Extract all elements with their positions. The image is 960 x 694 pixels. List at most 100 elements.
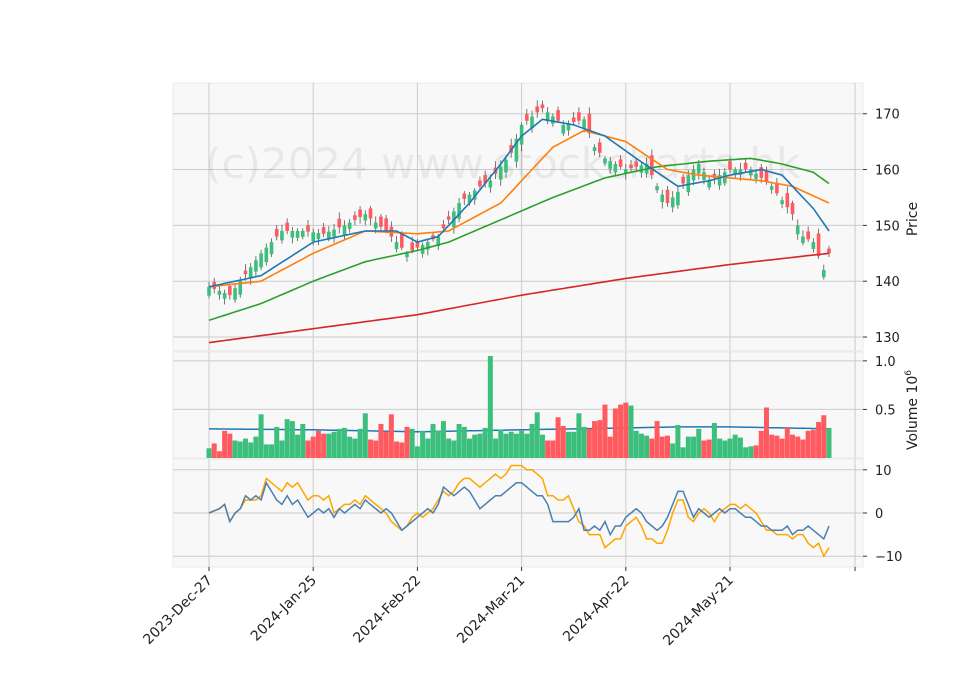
volume-bar bbox=[638, 433, 644, 458]
x-axis-tick-label: 2023-Dec-27 bbox=[140, 573, 215, 648]
candle-body bbox=[472, 190, 477, 200]
candle-body bbox=[316, 233, 321, 240]
volume-bar bbox=[430, 424, 436, 458]
volume-bar bbox=[545, 440, 551, 458]
candle-body bbox=[446, 216, 451, 220]
candle-body bbox=[592, 147, 597, 152]
candle-body bbox=[399, 234, 404, 248]
candle-body bbox=[540, 104, 545, 109]
volume-bar bbox=[326, 433, 332, 458]
candle-body bbox=[347, 222, 352, 229]
candle-body bbox=[207, 286, 211, 296]
volume-bar bbox=[534, 412, 540, 458]
volume-bar bbox=[633, 430, 639, 458]
candle-body bbox=[754, 173, 758, 179]
candle-body bbox=[650, 155, 654, 176]
volume-bar bbox=[446, 438, 452, 458]
candle-body bbox=[597, 142, 602, 153]
candle-body bbox=[676, 191, 680, 206]
candle-body bbox=[415, 241, 420, 248]
volume-axis-label: Volume 106 bbox=[904, 370, 921, 450]
volume-bar bbox=[310, 436, 316, 458]
volume-bar bbox=[321, 433, 327, 458]
volume-bar bbox=[581, 426, 587, 458]
oscillator-axis-tick-label: 10 bbox=[875, 464, 892, 479]
volume-bar bbox=[368, 439, 374, 458]
candle-body bbox=[514, 138, 519, 162]
volume-bar bbox=[284, 419, 290, 458]
candle-body bbox=[217, 290, 222, 295]
volume-bar bbox=[498, 429, 504, 458]
candle-body bbox=[801, 236, 805, 244]
volume-bar bbox=[347, 436, 353, 458]
candle-body bbox=[561, 124, 566, 134]
candle-body bbox=[582, 119, 586, 129]
volume-bar bbox=[409, 428, 415, 458]
volume-bars bbox=[206, 356, 832, 458]
candle-body bbox=[238, 281, 243, 295]
candle-body bbox=[342, 225, 347, 235]
candle-body bbox=[222, 293, 227, 299]
candle-body bbox=[280, 230, 284, 241]
price-axis-tick-label: 160 bbox=[875, 164, 900, 179]
volume-bar bbox=[790, 434, 796, 458]
volume-bar bbox=[206, 448, 212, 458]
volume-bar bbox=[336, 428, 342, 458]
x-axis-tick-label: 2024-May-21 bbox=[660, 573, 737, 650]
oscillator-slow-line bbox=[208, 464, 830, 558]
volume-bar bbox=[680, 447, 686, 458]
volume-bar bbox=[763, 407, 769, 458]
volume-bar bbox=[706, 439, 712, 458]
candle-body bbox=[785, 193, 790, 208]
candle-body bbox=[426, 242, 430, 250]
candle-body bbox=[577, 112, 581, 121]
volume-bar bbox=[597, 420, 603, 458]
volume-bar bbox=[461, 426, 467, 458]
volume-bar bbox=[602, 404, 608, 458]
candle-body bbox=[535, 106, 540, 113]
candle-body bbox=[525, 114, 529, 121]
volume-bar bbox=[425, 438, 431, 458]
volume-bar bbox=[420, 430, 426, 458]
volume-bar bbox=[258, 414, 264, 458]
price-axis-tick-label: 130 bbox=[875, 331, 900, 346]
candle-body bbox=[551, 116, 555, 124]
volume-bar bbox=[779, 438, 785, 458]
candle-body bbox=[498, 166, 503, 180]
candle-body bbox=[775, 182, 779, 194]
volume-bar bbox=[524, 433, 530, 458]
price-panel bbox=[172, 82, 864, 352]
volume-average-line bbox=[209, 426, 830, 433]
candle-body bbox=[545, 112, 550, 122]
candle-body bbox=[519, 124, 524, 145]
candle-body bbox=[504, 159, 508, 173]
volume-bar bbox=[341, 427, 347, 458]
candle-body bbox=[327, 231, 331, 239]
volume-bar bbox=[248, 442, 254, 458]
candle-body bbox=[587, 113, 592, 134]
volume-bar bbox=[774, 435, 780, 458]
volume-bar bbox=[227, 433, 233, 458]
candle-body bbox=[248, 267, 253, 279]
volume-bar bbox=[722, 440, 728, 458]
volume-bar bbox=[263, 444, 269, 458]
volume-bar bbox=[216, 451, 222, 458]
candle-body bbox=[410, 242, 414, 251]
candle-body bbox=[806, 231, 810, 240]
candle-body bbox=[717, 175, 722, 186]
candle-body bbox=[379, 216, 383, 227]
candle-body bbox=[353, 215, 357, 220]
volume-bar bbox=[748, 446, 754, 458]
candle-body bbox=[274, 228, 279, 237]
volume-bar bbox=[493, 438, 499, 458]
candle-body bbox=[780, 200, 784, 205]
volume-bar bbox=[816, 422, 822, 458]
volume-bar bbox=[394, 441, 400, 458]
volume-bar bbox=[576, 413, 582, 458]
volume-bar bbox=[664, 435, 670, 458]
candle-body bbox=[488, 180, 493, 188]
volume-bar bbox=[279, 440, 285, 458]
candle-body bbox=[707, 180, 711, 188]
candle-body bbox=[394, 242, 399, 250]
